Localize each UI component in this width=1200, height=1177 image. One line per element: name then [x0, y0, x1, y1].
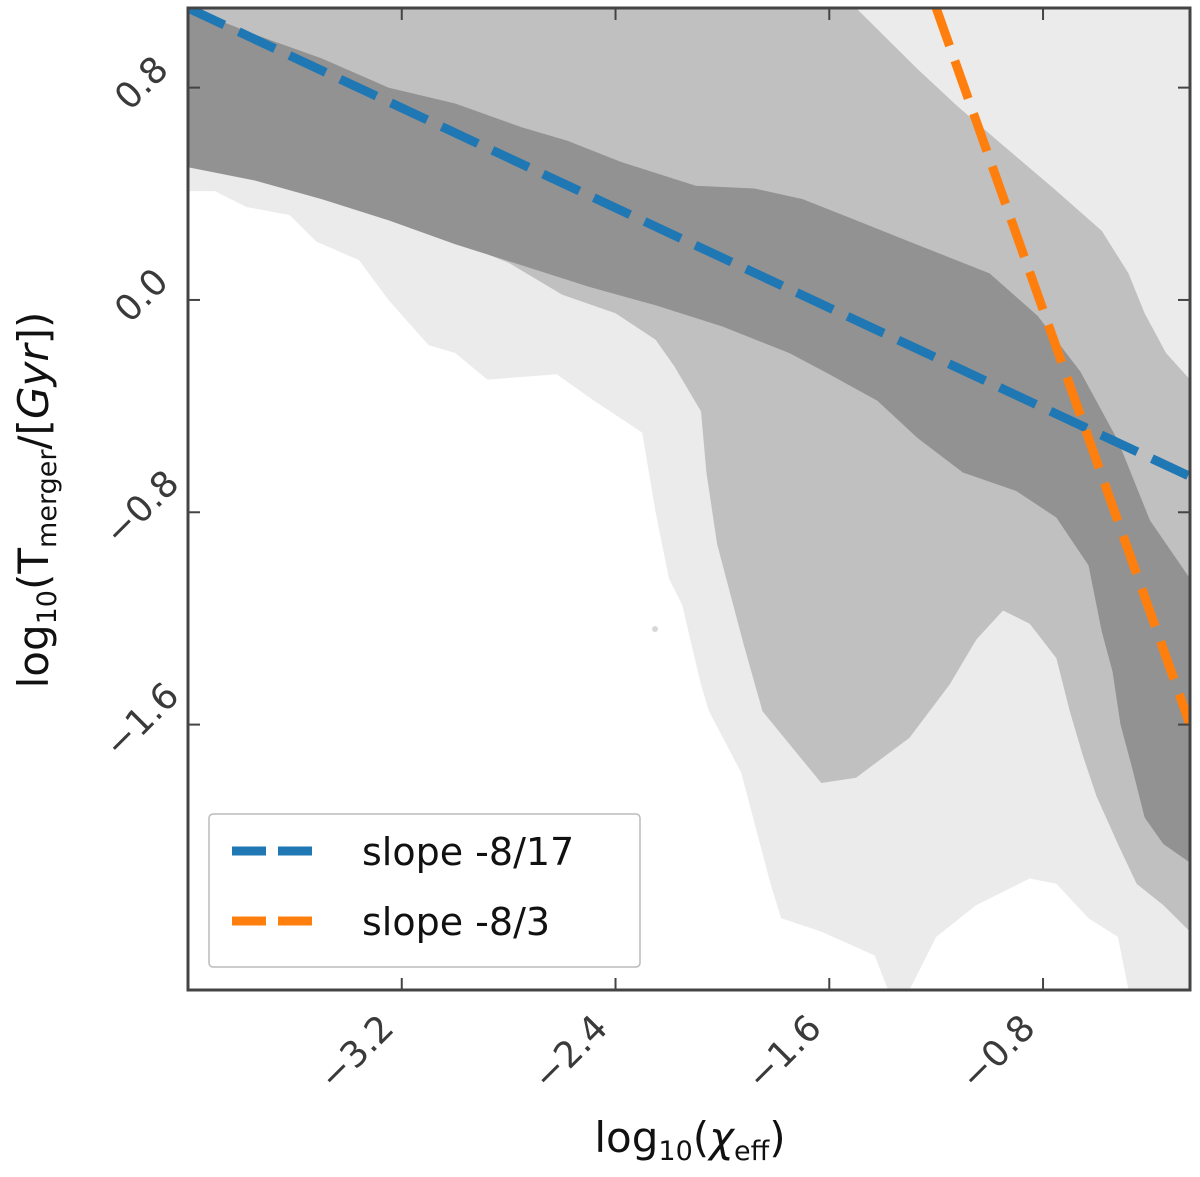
middle-contour	[188, 8, 1190, 932]
x-tick-label: −0.8	[953, 1007, 1044, 1098]
y-tick-label: −1.6	[96, 675, 187, 766]
y-tick-label: 0.8	[107, 49, 176, 118]
legend-box	[208, 813, 641, 968]
x-axis-label: log10(χeff)	[594, 1113, 785, 1167]
density-contours	[188, 8, 1190, 990]
plot-frame	[186, 6, 1192, 992]
y-tick-label: −0.8	[96, 463, 187, 554]
x-tick-label: −3.2	[311, 1007, 402, 1098]
legend: slope -8/17 slope -8/3	[208, 813, 641, 968]
y-tick-label: 0.0	[107, 261, 176, 330]
series-line-blue	[188, 8, 1190, 481]
inner-contour	[188, 8, 1190, 863]
series-line-orange	[931, 8, 1190, 727]
legend-label-orange: slope -8/3	[362, 900, 550, 944]
x-tick-label: −2.4	[525, 1007, 616, 1098]
y-axis-label: log10(Tmerger/[Gyr])	[9, 312, 63, 689]
contour-speck	[652, 626, 658, 632]
slope-lines	[188, 8, 1190, 727]
legend-label-blue: slope -8/17	[362, 830, 574, 874]
x-tick-label: −1.6	[739, 1007, 830, 1098]
